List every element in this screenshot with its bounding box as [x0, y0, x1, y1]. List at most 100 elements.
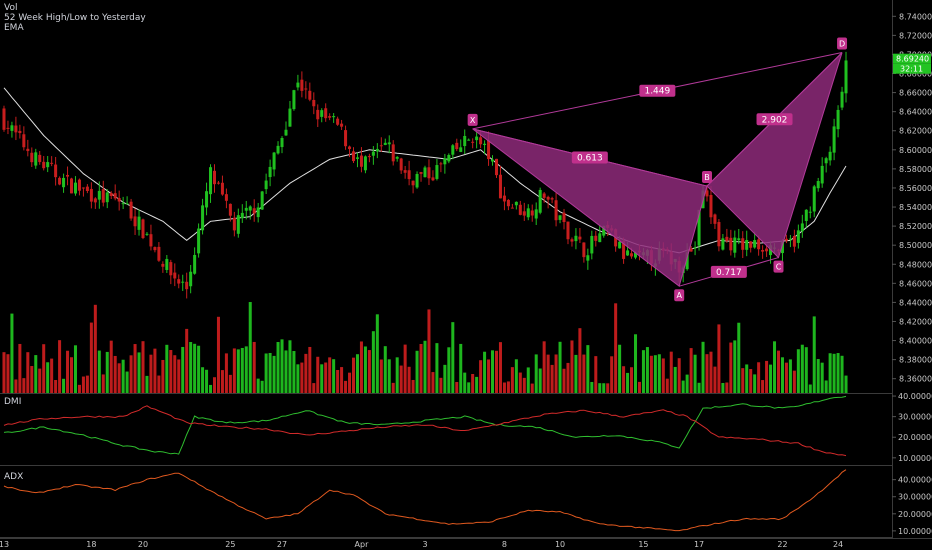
candle-body[interactable] — [749, 241, 753, 248]
candle-body[interactable] — [340, 123, 344, 127]
candle-body[interactable] — [514, 201, 518, 206]
candle-body[interactable] — [193, 254, 197, 274]
candle-body[interactable] — [62, 177, 66, 188]
candle-body[interactable] — [419, 172, 423, 174]
candle-body[interactable] — [344, 130, 348, 147]
candle-body[interactable] — [788, 238, 792, 240]
candle-body[interactable] — [197, 228, 201, 254]
candle-body[interactable] — [753, 240, 757, 248]
candle-body[interactable] — [824, 158, 828, 164]
candle-body[interactable] — [212, 170, 217, 185]
candle-body[interactable] — [328, 116, 332, 118]
candle-body[interactable] — [761, 249, 765, 252]
candle-body[interactable] — [252, 208, 256, 214]
candle-body[interactable] — [173, 272, 177, 279]
candle-body[interactable] — [463, 135, 467, 147]
pattern-point-bg[interactable] — [467, 113, 478, 126]
candle-body[interactable] — [332, 116, 336, 118]
candle-body[interactable] — [46, 162, 50, 168]
candle-body[interactable] — [248, 206, 252, 211]
pattern-point-bg[interactable] — [702, 171, 712, 184]
series-line-di[interactable] — [3, 405, 847, 457]
candle-body[interactable] — [705, 190, 709, 197]
pattern-point-bg[interactable] — [674, 289, 685, 302]
candle-body[interactable] — [717, 222, 721, 247]
candle-body[interactable] — [232, 217, 236, 231]
pattern-point-label[interactable]: X — [470, 116, 476, 125]
candle-body[interactable] — [54, 164, 58, 178]
candle-body[interactable] — [34, 152, 38, 166]
candle-body[interactable] — [709, 195, 713, 218]
candle-body[interactable] — [729, 237, 733, 251]
candle-body[interactable] — [502, 195, 506, 202]
candle-body[interactable] — [30, 152, 34, 163]
candle-body[interactable] — [816, 181, 820, 189]
candle-body[interactable] — [395, 156, 399, 159]
candle-body[interactable] — [510, 207, 514, 209]
candle-body[interactable] — [10, 125, 14, 131]
candle-body[interactable] — [228, 203, 232, 216]
pattern-point-label[interactable]: C — [776, 263, 782, 272]
candle-body[interactable] — [58, 177, 62, 185]
candle-body[interactable] — [292, 90, 296, 110]
candle-body[interactable] — [85, 186, 89, 192]
candle-body[interactable] — [483, 143, 487, 145]
candle-body[interactable] — [618, 241, 622, 249]
candle-body[interactable] — [244, 207, 248, 211]
candle-body[interactable] — [256, 207, 260, 218]
candle-body[interactable] — [149, 234, 153, 247]
candle-body[interactable] — [554, 200, 558, 221]
candle-body[interactable] — [216, 182, 220, 184]
candle-body[interactable] — [89, 188, 93, 202]
candle-body[interactable] — [316, 109, 320, 120]
candle-body[interactable] — [133, 216, 137, 227]
candle-body[interactable] — [491, 159, 495, 162]
pattern-point-label[interactable]: D — [839, 40, 845, 49]
candle-body[interactable] — [832, 126, 836, 153]
candle-body[interactable] — [14, 125, 18, 133]
candle-body[interactable] — [844, 60, 848, 94]
candle-body[interactable] — [129, 201, 133, 219]
candle-body[interactable] — [399, 158, 403, 171]
candle-body[interactable] — [169, 262, 173, 276]
pattern-point-label[interactable]: A — [676, 291, 682, 300]
candle-body[interactable] — [459, 147, 463, 152]
candle-body[interactable] — [379, 145, 383, 147]
candle-body[interactable] — [487, 140, 491, 160]
candle-body[interactable] — [590, 235, 594, 254]
candle-body[interactable] — [415, 173, 419, 188]
candle-body[interactable] — [494, 158, 499, 176]
candle-body[interactable] — [411, 180, 415, 186]
candle-body[interactable] — [268, 166, 272, 178]
candle-body[interactable] — [804, 209, 808, 221]
candle-body[interactable] — [363, 156, 367, 171]
candle-body[interactable] — [622, 240, 626, 259]
candle-body[interactable] — [479, 137, 483, 145]
candle-body[interactable] — [721, 238, 725, 250]
candle-body[interactable] — [765, 248, 769, 252]
harmonic-pattern[interactable]: 0.613 0.717 2.902 1.449 X A B C D — [467, 37, 848, 302]
candle-body[interactable] — [145, 233, 149, 235]
candle-body[interactable] — [471, 141, 475, 143]
candle-body[interactable] — [66, 174, 70, 177]
candle-body[interactable] — [375, 148, 379, 152]
candle-body[interactable] — [264, 180, 268, 190]
candle-body[interactable] — [598, 233, 602, 243]
candle-body[interactable] — [324, 108, 328, 119]
candle-body[interactable] — [741, 238, 745, 250]
candle-body[interactable] — [141, 219, 145, 239]
candle-body[interactable] — [77, 179, 81, 191]
candle-body[interactable] — [689, 248, 693, 252]
candle-body[interactable] — [745, 239, 749, 250]
candle-body[interactable] — [97, 190, 101, 200]
candle-body[interactable] — [157, 246, 161, 261]
candle-body[interactable] — [498, 174, 502, 199]
series-line-di[interactable] — [3, 395, 847, 455]
candle-body[interactable] — [348, 146, 352, 150]
candle-body[interactable] — [697, 209, 701, 246]
candle-body[interactable] — [840, 91, 844, 108]
candle-body[interactable] — [383, 142, 387, 145]
candle-body[interactable] — [737, 238, 741, 241]
candle-body[interactable] — [630, 253, 634, 257]
